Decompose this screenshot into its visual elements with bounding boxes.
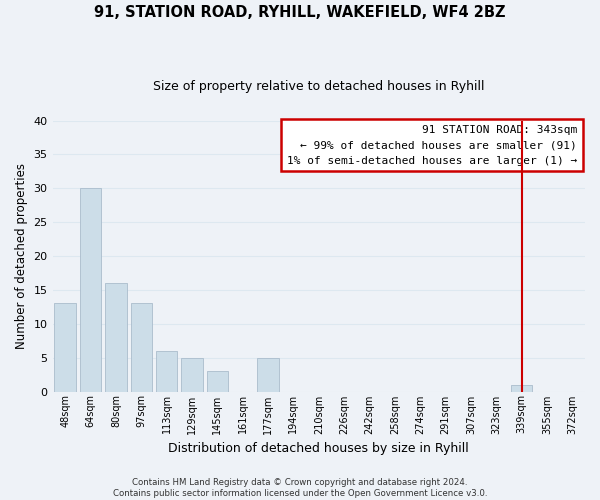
Bar [257,358,279,392]
X-axis label: Distribution of detached houses by size in Ryhill: Distribution of detached houses by size … [169,442,469,455]
Text: 91 STATION ROAD: 343sqm
← 99% of detached houses are smaller (91)
1% of semi-det: 91 STATION ROAD: 343sqm ← 99% of detache… [287,124,577,166]
Bar [105,283,127,392]
Y-axis label: Number of detached properties: Number of detached properties [15,163,28,349]
Bar [80,188,101,392]
Bar [55,304,76,392]
Text: Contains HM Land Registry data © Crown copyright and database right 2024.
Contai: Contains HM Land Registry data © Crown c… [113,478,487,498]
Bar [181,358,203,392]
Bar [511,384,532,392]
Bar [131,304,152,392]
Title: Size of property relative to detached houses in Ryhill: Size of property relative to detached ho… [153,80,485,93]
Bar [206,371,228,392]
Bar [156,351,178,392]
Text: 91, STATION ROAD, RYHILL, WAKEFIELD, WF4 2BZ: 91, STATION ROAD, RYHILL, WAKEFIELD, WF4… [94,5,506,20]
